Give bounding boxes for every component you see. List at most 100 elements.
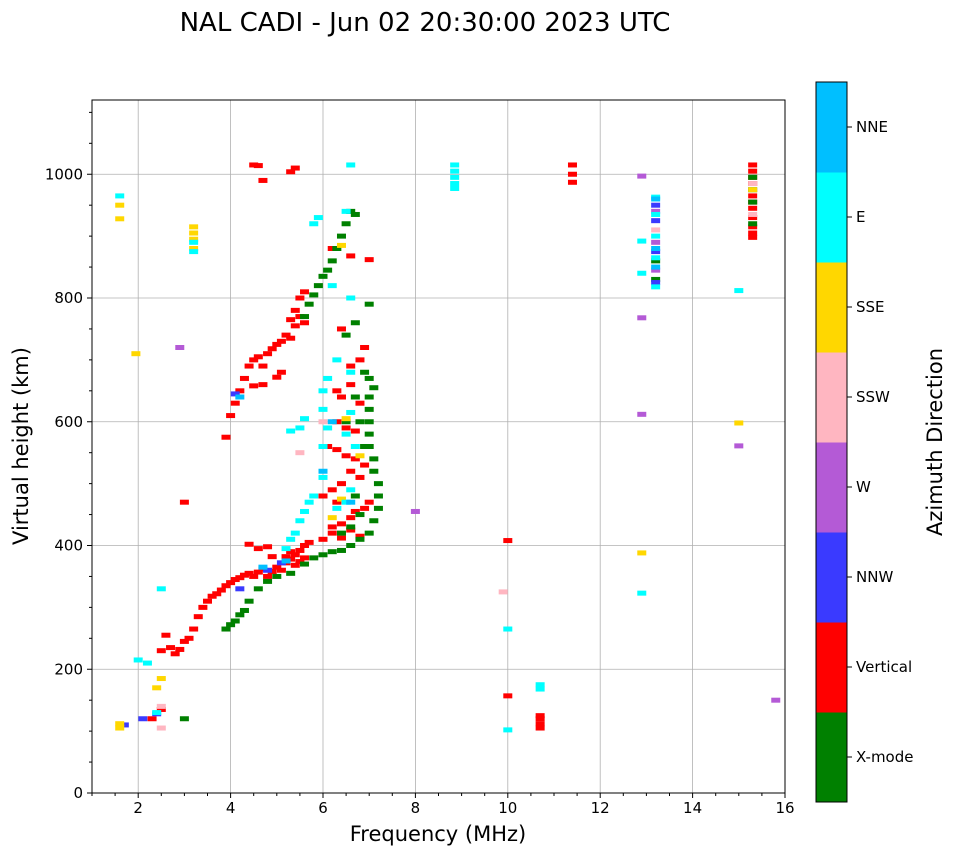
data-point-nnw bbox=[651, 249, 661, 255]
data-point-e bbox=[318, 406, 328, 412]
data-point-vertical bbox=[253, 354, 263, 360]
data-point-x-mode bbox=[373, 481, 383, 487]
data-point-e bbox=[115, 193, 125, 199]
x-tick-label: 6 bbox=[318, 799, 328, 817]
data-point-x-mode bbox=[221, 626, 231, 632]
data-point-vertical bbox=[350, 508, 360, 514]
data-point-nnw bbox=[276, 560, 286, 566]
data-point-vertical bbox=[304, 539, 314, 545]
data-point-x-mode bbox=[341, 419, 351, 425]
data-point-vertical bbox=[535, 721, 545, 727]
data-point-e bbox=[346, 369, 356, 375]
x-axis-label: Frequency (MHz) bbox=[350, 822, 526, 846]
data-point-vertical bbox=[276, 369, 286, 375]
data-point-vertical bbox=[748, 162, 758, 168]
data-point-vertical bbox=[207, 593, 217, 599]
data-point-ssw bbox=[156, 725, 166, 731]
data-point-vertical bbox=[170, 651, 180, 657]
data-point-x-mode bbox=[341, 332, 351, 338]
data-point-vertical bbox=[336, 481, 346, 487]
data-point-vertical bbox=[267, 346, 277, 352]
data-point-vertical bbox=[748, 230, 758, 236]
data-point-e bbox=[142, 660, 152, 666]
data-point-e bbox=[535, 682, 545, 688]
data-point-e bbox=[503, 727, 513, 733]
data-point-vertical bbox=[166, 645, 176, 651]
data-point-e bbox=[152, 710, 162, 716]
data-point-vertical bbox=[212, 591, 222, 597]
data-point-vertical bbox=[286, 335, 296, 341]
colorbar-tick-label: NNW bbox=[856, 568, 893, 586]
x-tick-label: 4 bbox=[226, 799, 236, 817]
data-point-nnw bbox=[235, 586, 245, 592]
x-tick-label: 10 bbox=[498, 799, 517, 817]
data-point-sse bbox=[327, 515, 337, 521]
data-point-x-mode bbox=[235, 612, 245, 618]
x-tick-label: 12 bbox=[591, 799, 610, 817]
data-points bbox=[115, 162, 781, 733]
data-point-vertical bbox=[263, 573, 273, 579]
data-point-vertical bbox=[327, 524, 337, 530]
data-point-nnw bbox=[119, 722, 129, 728]
data-point-w bbox=[410, 508, 420, 514]
data-point-x-mode bbox=[272, 573, 282, 579]
data-point-vertical bbox=[346, 527, 356, 533]
data-point-vertical bbox=[235, 388, 245, 394]
data-point-vertical bbox=[258, 382, 268, 388]
data-point-sse bbox=[189, 224, 199, 230]
y-tick-label: 600 bbox=[54, 413, 83, 431]
colorbar-swatch bbox=[816, 82, 847, 173]
data-point-vertical bbox=[267, 554, 277, 560]
data-point-e bbox=[290, 530, 300, 536]
data-point-vertical bbox=[156, 706, 166, 712]
data-point-x-mode bbox=[364, 419, 374, 425]
data-point-vertical bbox=[295, 559, 305, 565]
data-point-x-mode bbox=[313, 283, 323, 289]
data-point-e bbox=[156, 586, 166, 592]
data-point-vertical bbox=[300, 320, 310, 326]
data-point-w bbox=[651, 267, 661, 273]
data-point-vertical bbox=[360, 345, 370, 350]
colorbar-swatch bbox=[816, 172, 847, 263]
data-point-x-mode bbox=[350, 320, 360, 326]
data-point-vertical bbox=[286, 317, 296, 323]
y-tick-label: 200 bbox=[54, 660, 83, 678]
data-point-sse bbox=[189, 246, 199, 251]
data-point-x-mode bbox=[364, 301, 374, 307]
data-point-e bbox=[637, 238, 647, 244]
data-point-vertical bbox=[350, 456, 360, 462]
data-point-vertical bbox=[203, 598, 212, 604]
data-point-vertical bbox=[346, 363, 356, 369]
data-point-x-mode bbox=[355, 536, 365, 542]
data-point-x-mode bbox=[230, 618, 240, 624]
data-point-vertical bbox=[244, 363, 254, 369]
data-point-sse bbox=[115, 202, 125, 208]
data-point-vertical bbox=[249, 383, 259, 389]
data-point-x-mode bbox=[651, 276, 661, 282]
colorbar-tick-label: X-mode bbox=[856, 748, 913, 766]
data-point-ssw bbox=[295, 450, 305, 456]
y-axis-ticks: 0 200 400 600 800 1000 bbox=[45, 111, 92, 802]
data-point-vertical bbox=[253, 163, 263, 169]
data-point-x-mode bbox=[336, 530, 346, 536]
data-point-e bbox=[350, 444, 360, 449]
data-point-ssw bbox=[498, 589, 508, 595]
data-point-x-mode bbox=[373, 493, 383, 499]
data-point-e bbox=[318, 388, 328, 394]
colorbar-label: Azimuth Direction bbox=[923, 348, 947, 536]
data-point-sse bbox=[115, 725, 125, 731]
data-point-e bbox=[503, 626, 513, 632]
data-point-e bbox=[309, 221, 319, 227]
data-point-x-mode bbox=[369, 456, 379, 462]
data-point-x-mode bbox=[369, 468, 379, 474]
data-point-vertical bbox=[346, 253, 356, 259]
data-point-vertical bbox=[147, 716, 157, 722]
data-point-vertical bbox=[346, 382, 356, 388]
data-point-vertical bbox=[263, 544, 273, 550]
data-point-e bbox=[323, 375, 333, 381]
data-point-vertical bbox=[179, 499, 189, 505]
data-point-nne bbox=[651, 264, 661, 270]
data-point-vertical bbox=[263, 351, 273, 357]
data-point-nnw bbox=[138, 716, 148, 722]
y-tick-label: 800 bbox=[54, 289, 83, 307]
